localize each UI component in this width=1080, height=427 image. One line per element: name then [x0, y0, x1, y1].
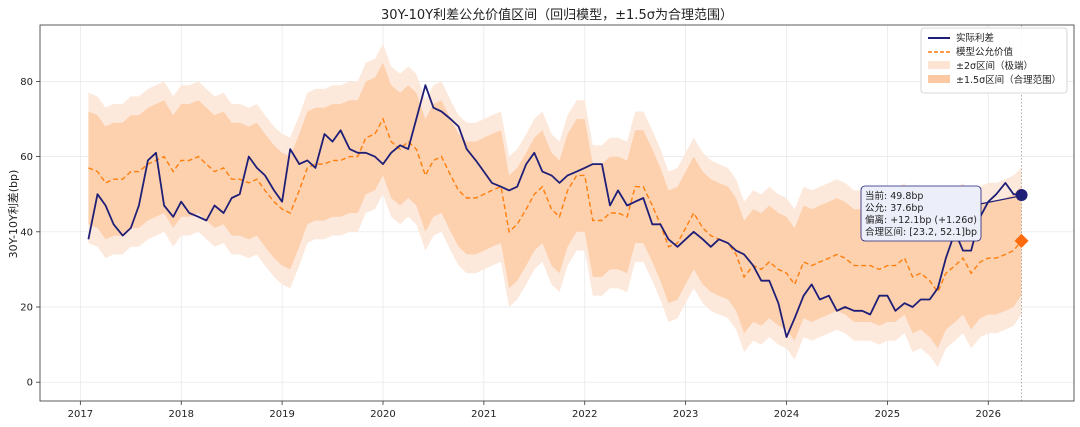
y-tick-label: 20 [20, 303, 33, 314]
x-tick-label: 2018 [169, 409, 194, 420]
annotation-line-fair: 公允: 37.6bp [865, 202, 923, 214]
legend-swatch-band15 [928, 75, 950, 83]
annotation-line-current: 当前: 49.8bp [865, 190, 923, 202]
y-axis-label: 30Y-10Y利差(bp) [6, 170, 20, 259]
x-tick-label: 2021 [471, 409, 496, 420]
plot-area [39, 24, 1075, 402]
y-tick-label: 60 [20, 152, 33, 163]
fair-value-layer [88, 117, 1023, 294]
x-tick-label: 2025 [875, 409, 900, 420]
annotation-line-deviation: 偏离: +12.1bp (+1.26σ) [865, 214, 977, 226]
annotation-arrowhead [1016, 194, 1024, 200]
latest-fair-marker [1014, 233, 1029, 248]
band-1-5sigma-layer [88, 62, 1022, 349]
x-tick-label: 2024 [774, 409, 799, 420]
band-1-5sigma [88, 62, 1022, 349]
y-tick-label: 0 [27, 378, 33, 389]
y-axis: 0 20 40 60 80 [20, 77, 40, 389]
legend-label-actual: 实际利差 [956, 32, 994, 44]
annotation-background [860, 185, 982, 242]
actual-spread-line [87, 84, 1022, 339]
legend: 实际利差 模型公允价值 ±2σ区间（极端） ±1.5σ区间（合理范围） [920, 27, 1068, 94]
annotation-box: 当前: 49.8bp 公允: 37.6bp 偏离: +12.1bp (+1.26… [860, 185, 1024, 242]
fair-value-line [88, 117, 1023, 294]
legend-label-band15: ±1.5σ区间（合理范围） [956, 74, 1061, 86]
x-tick-label: 2026 [976, 409, 1001, 420]
x-axis: 2017 2018 2019 2020 2021 2022 2023 2024 2025 2026 [68, 401, 1001, 420]
annotation-line-range: 合理区间: [23.2, 52.1]bp [865, 226, 977, 238]
legend-label-fair: 模型公允价值 [956, 46, 1014, 58]
actual-spread-layer [87, 84, 1022, 339]
chart-title: 30Y-10Y利差公允价值区间（回归模型，±1.5σ为合理范围） [381, 7, 733, 23]
y-tick-label: 80 [20, 77, 33, 88]
legend-swatch-band2 [928, 61, 950, 69]
y-tick-label: 40 [20, 227, 33, 238]
plot-frame [39, 24, 1075, 402]
x-tick-label: 2022 [572, 409, 597, 420]
x-tick-label: 2019 [269, 409, 294, 420]
annotation-arrow [979, 195, 1021, 205]
legend-frame [920, 27, 1068, 94]
x-tick-label: 2020 [370, 409, 395, 420]
x-tick-label: 2023 [673, 409, 698, 420]
x-tick-label: 2017 [68, 409, 93, 420]
legend-label-band2: ±2σ区间（极端） [956, 60, 1033, 72]
